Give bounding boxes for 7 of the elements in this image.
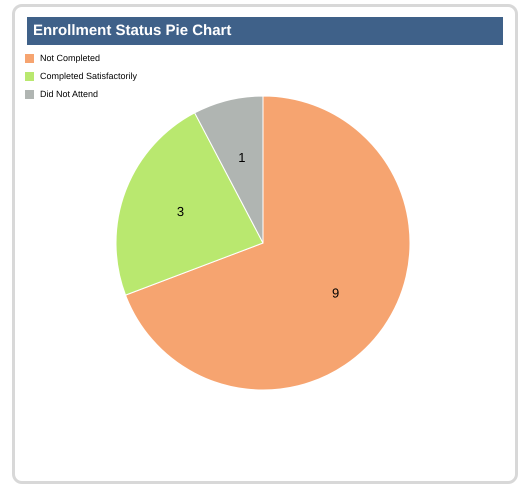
- chart-title: Enrollment Status Pie Chart: [27, 17, 503, 45]
- data-label: 1: [238, 150, 246, 165]
- legend-label: Completed Satisfactorily: [40, 70, 138, 83]
- data-label: 9: [332, 286, 340, 301]
- data-label: 3: [176, 204, 184, 220]
- legend-label: Did Not Attend: [40, 88, 98, 101]
- legend-label: Not Completed: [40, 52, 100, 65]
